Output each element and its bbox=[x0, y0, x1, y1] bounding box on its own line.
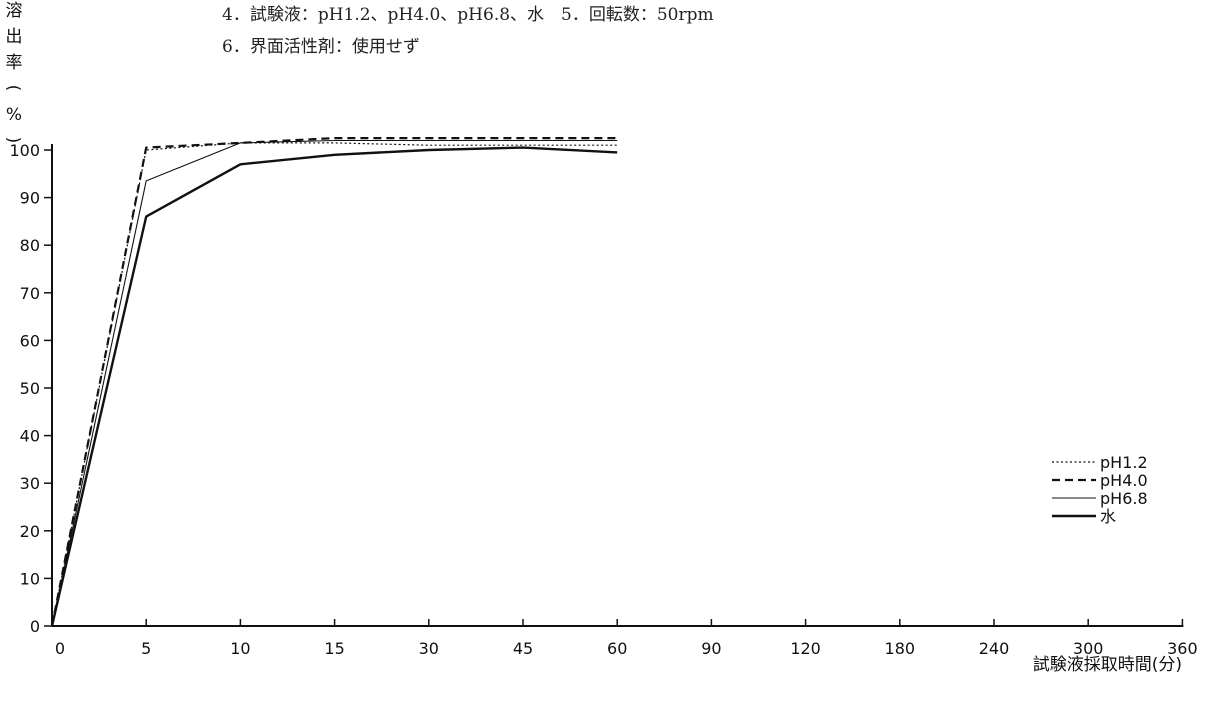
condition-line-1: 4．試験液：pH1.2、pH4.0、pH6.8、水 5．回転数：50rpm bbox=[222, 5, 714, 25]
x-tick-label: 15 bbox=[324, 639, 344, 658]
x-tick-label: 60 bbox=[607, 639, 627, 658]
x-tick-label: 90 bbox=[701, 639, 721, 658]
axes bbox=[51, 144, 1184, 627]
y-ticks: 0 10 20 30 40 50 60 70 80 90 100 bbox=[9, 141, 52, 636]
y-tick-label: 20 bbox=[20, 522, 40, 541]
y-tick-label: 60 bbox=[20, 331, 40, 350]
x-tick-label: 180 bbox=[885, 639, 916, 658]
x-tick-label: 360 bbox=[1167, 639, 1198, 658]
series-line-2 bbox=[51, 139, 618, 627]
y-axis-title-char: 率 bbox=[6, 53, 23, 73]
y-axis-title-char: ) bbox=[3, 137, 23, 144]
y-tick-label: 30 bbox=[20, 474, 40, 493]
y-axis-title-char: 溶 bbox=[6, 1, 23, 21]
y-tick-label: 70 bbox=[20, 284, 40, 303]
series-line-1 bbox=[50, 137, 618, 627]
y-axis-title-char: 出 bbox=[6, 27, 23, 47]
legend-label-0: pH1.2 bbox=[1100, 453, 1148, 472]
legend-label-2: pH6.8 bbox=[1100, 489, 1148, 508]
x-tick-label: 300 bbox=[1073, 639, 1104, 658]
series-line-3 bbox=[50, 146, 618, 627]
series-lines bbox=[50, 137, 618, 627]
legend-label-1: pH4.0 bbox=[1100, 471, 1148, 490]
x-tick-label: 10 bbox=[230, 639, 250, 658]
y-tick-label: 90 bbox=[20, 189, 40, 208]
y-axis-title-char: % bbox=[6, 105, 22, 125]
x-tick-label: 240 bbox=[979, 639, 1010, 658]
y-axis-title: 溶出率 (%) bbox=[3, 1, 23, 143]
legend-label-3: 水 bbox=[1100, 507, 1116, 526]
y-tick-label: 50 bbox=[20, 379, 40, 398]
condition-line-2: 6．界面活性剤：使用せず bbox=[222, 36, 420, 57]
y-tick-label: 0 bbox=[30, 617, 40, 636]
y-tick-label: 10 bbox=[20, 569, 40, 588]
x-tick-label: 45 bbox=[513, 639, 533, 658]
x-axis-title: 試験液採取時間(分) bbox=[1033, 655, 1182, 675]
x-tick-label: 5 bbox=[141, 639, 151, 658]
x-ticks: 0 5 10 15 30 45 60 90 120 180 240 300 360 bbox=[55, 619, 1198, 658]
x-tick-label: 30 bbox=[419, 639, 439, 658]
x-tick-label: 0 bbox=[55, 639, 65, 658]
series-line-0 bbox=[51, 142, 618, 627]
y-tick-label: 80 bbox=[20, 236, 40, 255]
y-tick-label: 100 bbox=[9, 141, 40, 160]
y-axis-title-char: ( bbox=[3, 85, 23, 92]
x-tick-label: 120 bbox=[790, 639, 821, 658]
y-tick-label: 40 bbox=[20, 427, 40, 446]
